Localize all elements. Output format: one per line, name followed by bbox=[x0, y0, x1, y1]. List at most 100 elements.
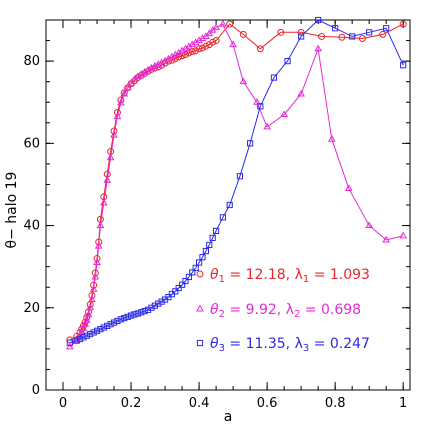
data-point-square bbox=[247, 140, 254, 147]
series-1-line bbox=[69, 23, 404, 341]
x-tick-label: 0.6 bbox=[257, 396, 278, 411]
data-point-circle bbox=[185, 49, 193, 57]
data-point-square bbox=[383, 25, 390, 32]
data-point-square bbox=[298, 33, 305, 40]
legend-entry-2: θ2 = 9.92, λ2 = 0.698 bbox=[210, 302, 361, 320]
data-point-square bbox=[178, 281, 186, 288]
data-point-triangle bbox=[96, 221, 105, 229]
data-point-circle bbox=[318, 32, 326, 40]
data-point-circle bbox=[209, 38, 217, 46]
data-point-triangle bbox=[181, 44, 190, 52]
y-tick-label: 20 bbox=[23, 301, 40, 316]
series-2 bbox=[65, 19, 408, 350]
data-point-triangle bbox=[161, 56, 169, 64]
y-axis-label: θ− halo 19 bbox=[4, 172, 20, 249]
series-3-line bbox=[69, 19, 404, 344]
data-point-triangle bbox=[137, 70, 146, 77]
data-point-circle bbox=[181, 51, 189, 59]
data-point-square bbox=[209, 234, 216, 241]
y-tick-label: 0 bbox=[32, 383, 40, 398]
data-point-triangle bbox=[94, 241, 103, 249]
data-point-square bbox=[284, 58, 291, 65]
data-point-triangle bbox=[219, 19, 227, 27]
data-point-triangle bbox=[229, 40, 237, 48]
legend: θ1 = 12.18, λ1 = 1.093 θ2 = 9.92, λ2 = 0.… bbox=[196, 267, 370, 354]
data-point-triangle bbox=[91, 272, 100, 280]
data-point-square bbox=[315, 16, 322, 24]
data-point-square bbox=[90, 329, 97, 336]
data-point-triangle bbox=[280, 110, 288, 118]
x-tick-label: 0 bbox=[59, 396, 67, 411]
data-point-square bbox=[138, 309, 145, 316]
data-point-triangle bbox=[399, 231, 408, 239]
data-point-triangle bbox=[127, 79, 135, 87]
x-axis-label: a bbox=[224, 409, 233, 425]
data-point-square bbox=[155, 300, 162, 307]
data-point-square bbox=[83, 332, 90, 339]
data-point-square bbox=[158, 298, 165, 305]
y-tick-label: 40 bbox=[23, 219, 40, 234]
data-point-square bbox=[366, 29, 373, 36]
data-point-square bbox=[349, 33, 356, 40]
legend-marker-circle bbox=[196, 270, 204, 278]
data-point-square bbox=[257, 103, 264, 110]
y-tick-label: 80 bbox=[23, 54, 40, 69]
data-point-triangle bbox=[382, 235, 391, 243]
data-point-triangle bbox=[297, 89, 306, 97]
data-point-square bbox=[206, 241, 213, 248]
data-point-triangle bbox=[178, 46, 186, 54]
data-point-triangle bbox=[84, 310, 93, 318]
legend-entry-1: θ1 = 12.18, λ1 = 1.093 bbox=[210, 267, 370, 285]
data-point-square bbox=[202, 247, 209, 255]
data-point-circle bbox=[256, 45, 264, 53]
data-point-triangle bbox=[99, 198, 108, 206]
data-point-triangle bbox=[195, 36, 203, 44]
data-point-square bbox=[110, 319, 118, 326]
data-point-triangle bbox=[191, 38, 200, 46]
data-point-square bbox=[182, 277, 189, 285]
data-point-circle bbox=[358, 35, 366, 42]
data-point-triangle bbox=[81, 320, 89, 327]
data-point-square bbox=[195, 259, 203, 266]
data-point-triangle bbox=[171, 50, 180, 58]
data-point-square bbox=[400, 62, 407, 69]
legend-entry-3: θ3 = 11.35, λ3 = 0.247 bbox=[210, 336, 370, 354]
data-point-triangle bbox=[144, 65, 152, 73]
data-point-triangle bbox=[327, 135, 336, 142]
data-point-triangle bbox=[103, 176, 112, 183]
data-point-square bbox=[121, 314, 128, 322]
data-point-square bbox=[189, 269, 196, 276]
data-point-square bbox=[127, 312, 135, 319]
data-point-square bbox=[93, 327, 101, 334]
data-point-triangle bbox=[174, 48, 183, 56]
data-point-square bbox=[73, 337, 80, 344]
data-point-circle bbox=[277, 28, 285, 36]
data-point-triangle bbox=[86, 303, 95, 311]
data-point-triangle bbox=[314, 44, 323, 52]
data-point-square bbox=[144, 306, 152, 313]
data-point-square bbox=[212, 227, 220, 235]
data-point-triangle bbox=[147, 63, 156, 71]
data-point-circle bbox=[338, 33, 346, 41]
legend-marker-square bbox=[196, 339, 204, 347]
data-point-circle bbox=[297, 28, 305, 36]
data-point-square bbox=[236, 173, 244, 180]
data-point-square bbox=[124, 313, 131, 320]
data-point-square bbox=[107, 321, 114, 328]
data-point-triangle bbox=[123, 83, 132, 91]
series-layer bbox=[65, 16, 408, 350]
data-point-square bbox=[104, 322, 111, 329]
data-point-square bbox=[192, 264, 199, 271]
data-point-triangle bbox=[93, 258, 101, 266]
axes: 0 0.2 0.4 0.6 0.8 1 0 20 40 60 80 bbox=[23, 19, 411, 411]
data-point-triangle bbox=[365, 221, 374, 229]
data-point-square bbox=[100, 324, 107, 331]
data-point-triangle bbox=[88, 295, 96, 303]
data-point-triangle bbox=[110, 130, 118, 138]
data-point-triangle bbox=[89, 285, 98, 292]
data-point-triangle bbox=[205, 29, 214, 37]
data-point-circle bbox=[226, 20, 234, 28]
data-point-square bbox=[141, 307, 148, 315]
data-point-circle bbox=[399, 20, 407, 28]
